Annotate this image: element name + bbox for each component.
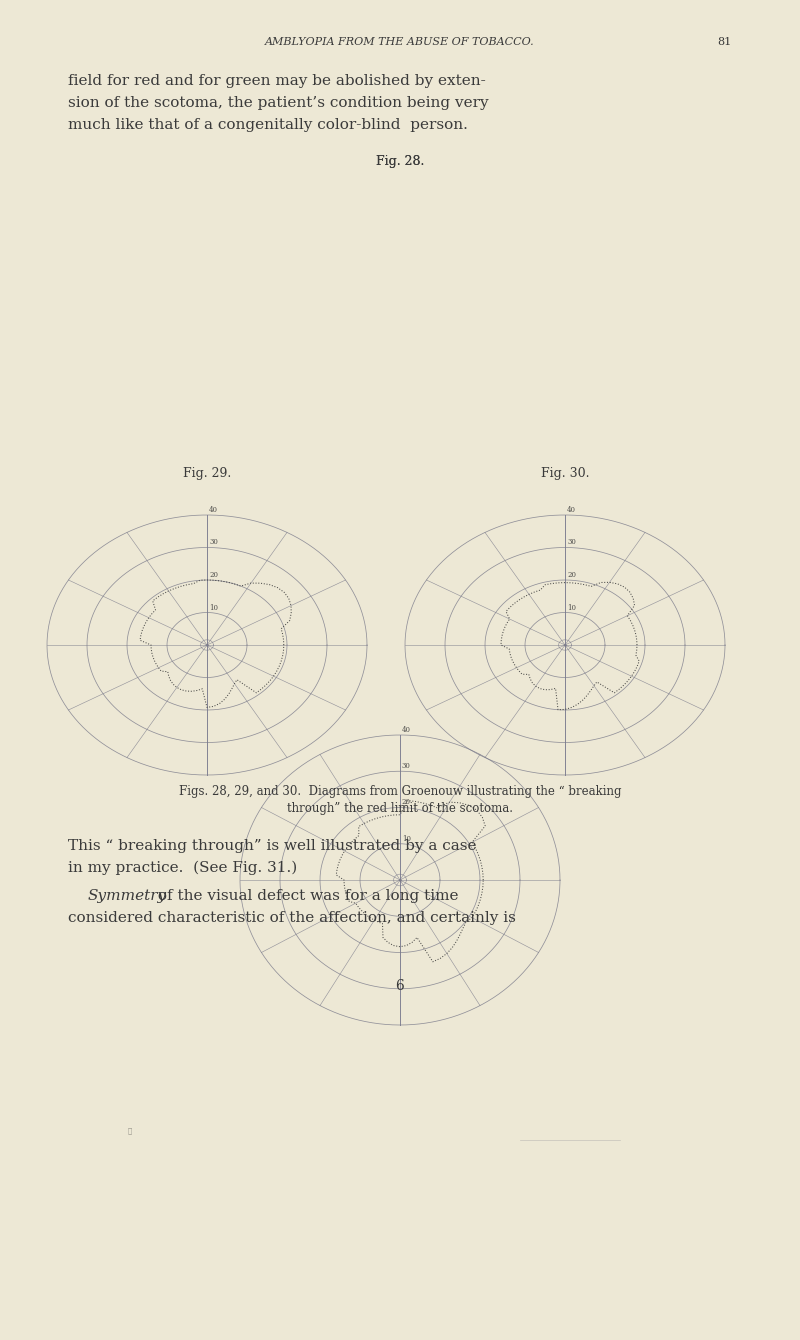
Text: 40: 40 <box>567 507 576 515</box>
Text: Fig. 30.: Fig. 30. <box>541 468 590 480</box>
Text: ★: ★ <box>128 1126 132 1134</box>
Text: 20: 20 <box>209 571 218 579</box>
Text: 40: 40 <box>209 507 218 515</box>
Text: 6: 6 <box>396 980 404 993</box>
Text: 81: 81 <box>718 38 732 47</box>
Text: AMBLYOPIA FROM THE ABUSE OF TOBACCO.: AMBLYOPIA FROM THE ABUSE OF TOBACCO. <box>265 38 535 47</box>
Text: considered characteristic of the affection, and certainly is: considered characteristic of the affecti… <box>68 911 516 925</box>
Text: Symmetry: Symmetry <box>88 888 167 903</box>
Text: 20: 20 <box>402 799 411 807</box>
Text: sion of the scotoma, the patient’s condition being very: sion of the scotoma, the patient’s condi… <box>68 96 489 110</box>
Text: 30: 30 <box>567 539 576 547</box>
Text: of the visual defect was for a long time: of the visual defect was for a long time <box>153 888 458 903</box>
Text: Fig. 28.: Fig. 28. <box>376 155 424 168</box>
Text: Figs. 28, 29, and 30.  Diagrams from Groenouw illustrating the “ breaking: Figs. 28, 29, and 30. Diagrams from Groe… <box>178 785 622 799</box>
Text: 20: 20 <box>567 571 576 579</box>
Text: 40: 40 <box>402 726 411 734</box>
Text: in my practice.  (See Fig. 31.): in my practice. (See Fig. 31.) <box>68 860 298 875</box>
Text: 30: 30 <box>209 539 218 547</box>
Text: Fig. 28.: Fig. 28. <box>376 155 424 168</box>
Text: Fig. 29.: Fig. 29. <box>183 468 231 480</box>
Text: 10: 10 <box>209 603 218 611</box>
Text: 10: 10 <box>402 835 411 843</box>
Text: field for red and for green may be abolished by exten-: field for red and for green may be aboli… <box>68 74 486 88</box>
Text: This “ breaking through” is well illustrated by a case: This “ breaking through” is well illustr… <box>68 839 477 854</box>
Text: 30: 30 <box>402 762 411 770</box>
Text: 10: 10 <box>567 603 576 611</box>
Text: much like that of a congenitally color-blind  person.: much like that of a congenitally color-b… <box>68 118 468 133</box>
Text: through” the red limit of the scotoma.: through” the red limit of the scotoma. <box>287 803 513 815</box>
